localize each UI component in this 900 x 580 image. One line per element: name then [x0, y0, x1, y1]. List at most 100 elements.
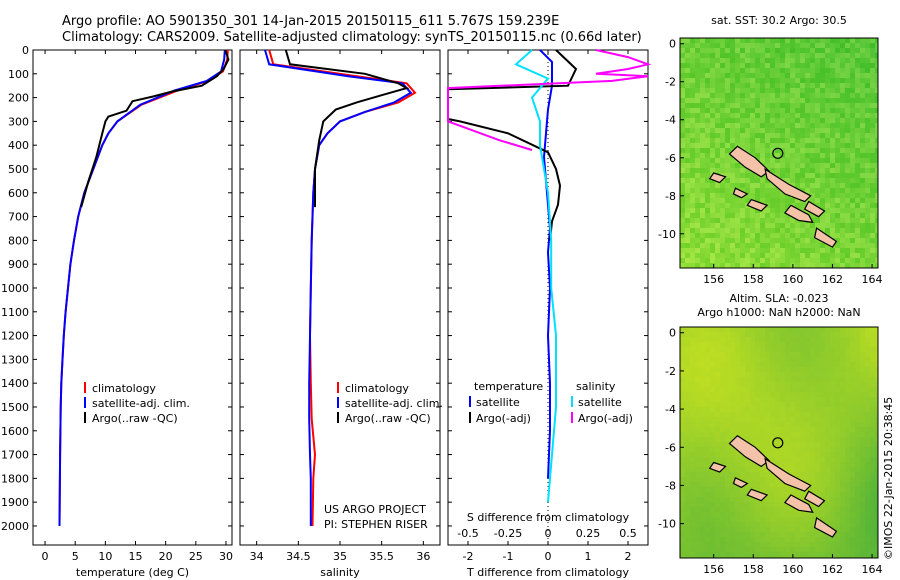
heatmap-cell: [810, 113, 815, 118]
heatmap-cell: [755, 357, 760, 362]
heatmap-cell: [865, 188, 870, 193]
heatmap-cell: [845, 482, 850, 487]
heatmap-cell: [760, 263, 765, 268]
heatmap-cell: [690, 427, 695, 432]
heatmap-cell: [725, 387, 730, 392]
heatmap-cell: [755, 183, 760, 188]
heatmap-cell: [715, 517, 720, 522]
heatmap-cell: [680, 362, 685, 367]
heatmap-cell: [750, 98, 755, 103]
heatmap-cell: [775, 537, 780, 542]
heatmap-cell: [840, 43, 845, 48]
heatmap-cell: [690, 38, 695, 43]
heatmap-cell: [815, 263, 820, 268]
heatmap-cell: [875, 58, 878, 63]
heatmap-cell: [830, 327, 835, 332]
heatmap-cell: [740, 527, 745, 532]
heatmap-cell: [755, 382, 760, 387]
heatmap-cell: [740, 83, 745, 88]
heatmap-cell: [755, 53, 760, 58]
heatmap-cell: [730, 397, 735, 402]
heatmap-cell: [760, 223, 765, 228]
heatmap-cell: [855, 407, 860, 412]
heatmap-cell: [805, 253, 810, 258]
heatmap-cell: [725, 248, 730, 253]
heatmap-cell: [875, 143, 878, 148]
heatmap-cell: [790, 78, 795, 83]
heatmap-cell: [830, 198, 835, 203]
heatmap-cell: [710, 143, 715, 148]
heatmap-cell: [695, 83, 700, 88]
heatmap-cell: [790, 168, 795, 173]
heatmap-cell: [850, 467, 855, 472]
heatmap-cell: [805, 452, 810, 457]
heatmap-cell: [695, 502, 700, 507]
heatmap-cell: [730, 263, 735, 268]
heatmap-cell: [720, 482, 725, 487]
heatmap-cell: [790, 392, 795, 397]
heatmap-cell: [685, 422, 690, 427]
heatmap-cell: [810, 472, 815, 477]
heatmap-cell: [810, 467, 815, 472]
heatmap-cell: [870, 198, 875, 203]
heatmap-cell: [750, 88, 755, 93]
heatmap-cell: [745, 362, 750, 367]
heatmap-cell: [855, 38, 860, 43]
heatmap-cell: [710, 337, 715, 342]
heatmap-cell: [875, 63, 878, 68]
heatmap-cell: [780, 53, 785, 58]
heatmap-cell: [695, 233, 700, 238]
heatmap-cell: [700, 362, 705, 367]
map-frame: [679, 326, 879, 559]
heatmap-cell: [680, 238, 685, 243]
heatmap-cell: [720, 163, 725, 168]
heatmap-cell: [740, 492, 745, 497]
heatmap-cell: [750, 108, 755, 113]
heatmap-cell: [785, 178, 790, 183]
heatmap-cell: [785, 512, 790, 517]
heatmap-cell: [805, 542, 810, 547]
heatmap-cell: [815, 462, 820, 467]
heatmap-cell: [720, 58, 725, 63]
heatmap-cell: [725, 552, 730, 557]
heatmap-cell: [830, 497, 835, 502]
heatmap-cell: [790, 517, 795, 522]
heatmap-cell: [765, 93, 770, 98]
heatmap-cell: [870, 203, 875, 208]
heatmap-cell: [755, 352, 760, 357]
heatmap-cell: [775, 263, 780, 268]
heatmap-cell: [700, 547, 705, 552]
heatmap-cell: [825, 522, 830, 527]
heatmap-cell: [730, 178, 735, 183]
plot-frame: [239, 49, 441, 546]
heatmap-cell: [845, 342, 850, 347]
heatmap-cell: [770, 417, 775, 422]
x-tick-label: 25: [189, 550, 203, 563]
heatmap-cell: [730, 387, 735, 392]
heatmap-cell: [860, 118, 865, 123]
heatmap-cell: [820, 168, 825, 173]
heatmap-cell: [715, 537, 720, 542]
heatmap-cell: [700, 43, 705, 48]
heatmap-cell: [845, 88, 850, 93]
heatmap-cell: [685, 377, 690, 382]
heatmap-cell: [730, 542, 735, 547]
heatmap-cell: [750, 218, 755, 223]
heatmap-cell: [725, 372, 730, 377]
heatmap-cell: [845, 178, 850, 183]
heatmap-cell: [720, 128, 725, 133]
heatmap-cell: [800, 472, 805, 477]
heatmap-cell: [860, 158, 865, 163]
heatmap-cell: [820, 43, 825, 48]
heatmap-cell: [685, 38, 690, 43]
heatmap-cell: [760, 83, 765, 88]
heatmap-cell: [775, 437, 780, 442]
heatmap-cell: [805, 53, 810, 58]
heatmap-cell: [840, 78, 845, 83]
heatmap-cell: [855, 332, 860, 337]
heatmap-cell: [690, 462, 695, 467]
heatmap-cell: [765, 512, 770, 517]
heatmap-cell: [785, 447, 790, 452]
heatmap-cell: [785, 422, 790, 427]
heatmap-cell: [830, 367, 835, 372]
